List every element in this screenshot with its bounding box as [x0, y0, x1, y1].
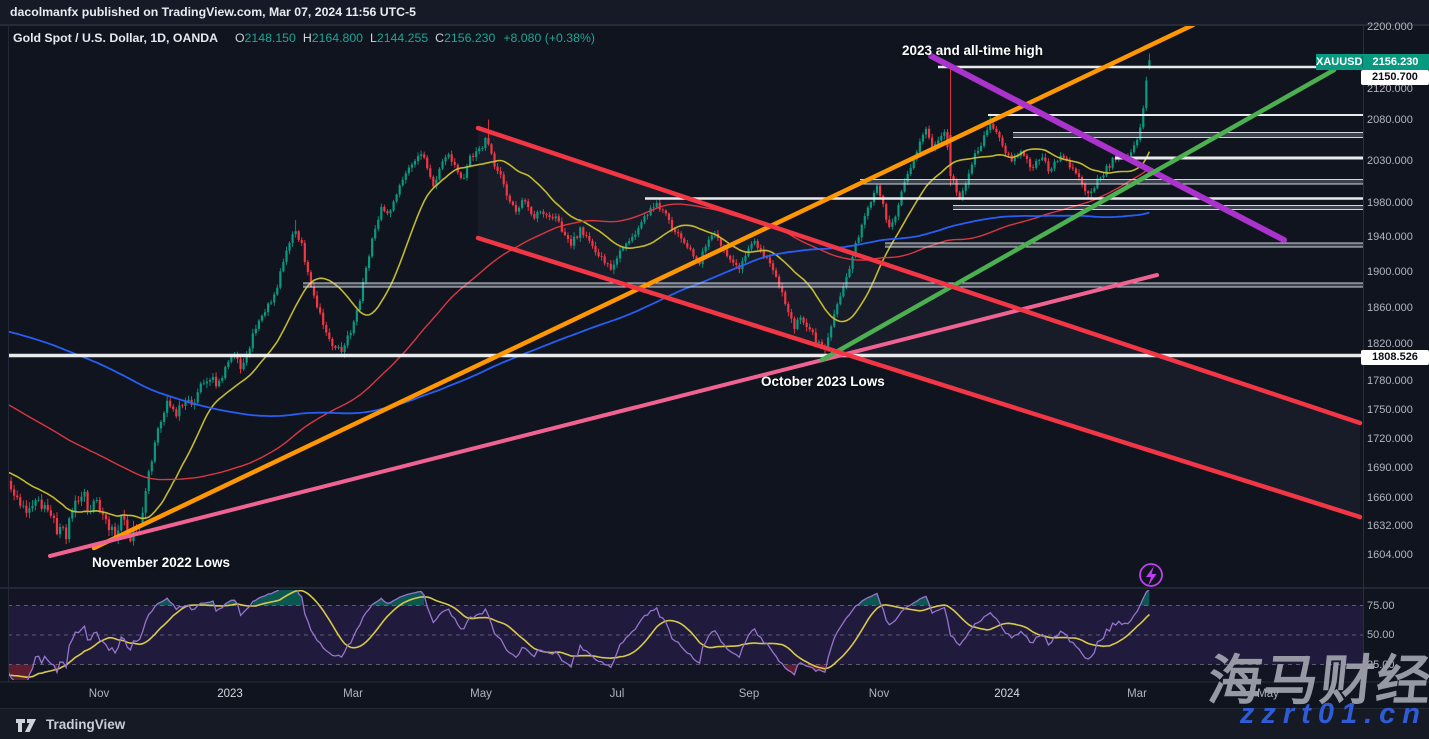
- price-zone: [303, 283, 1363, 287]
- price-tick-label: 1604.000: [1367, 549, 1413, 561]
- price-zone: [885, 243, 1363, 247]
- rsi-extreme-fill: [604, 664, 611, 668]
- ath-line-price-badge: 2150.700: [1361, 70, 1429, 85]
- price-tick-label: 1820.000: [1367, 338, 1413, 350]
- price-tick-label: 1900.000: [1367, 266, 1413, 278]
- rsi-extreme-fill: [858, 593, 881, 606]
- tradingview-logo-icon[interactable]: [16, 716, 38, 732]
- flash-marker-icon[interactable]: [1139, 563, 1163, 587]
- annotation-october-2023-lows[interactable]: October 2023 Lows: [761, 374, 885, 389]
- channel-lower-red: [475, 235, 1363, 520]
- publish-info-text: dacolmanfx published on TradingView.com,…: [10, 5, 416, 19]
- price-zone: [953, 205, 1363, 210]
- main-pane: [8, 25, 1363, 558]
- price-tick-label: 1780.000: [1367, 375, 1413, 387]
- ohlc-open-value: 2148.150: [244, 31, 296, 45]
- rsi-pane: [8, 590, 1363, 680]
- time-tick-label: Mar: [1127, 688, 1147, 700]
- price-tick-label: 1980.000: [1367, 197, 1413, 209]
- rsi-tick-label: 25.00: [1367, 659, 1395, 671]
- last-price-badge: XAUUSD 2156.230: [1316, 54, 1429, 70]
- time-tick-label: 2023: [217, 688, 243, 700]
- rsi-extreme-fill: [785, 664, 798, 675]
- price-zone: [1013, 132, 1363, 138]
- moving-averages-layer: [8, 148, 1151, 520]
- annotation-november-2022-lows[interactable]: November 2022 Lows: [92, 555, 231, 570]
- ohlc-open-label: O: [234, 31, 245, 45]
- support-resistance-layer[interactable]: [8, 65, 1363, 358]
- price-tick-label: 1660.000: [1367, 492, 1413, 504]
- price-tick-label: 1690.000: [1367, 462, 1413, 474]
- sma-200-line: [8, 211, 1150, 418]
- last-price-badge-symbol: XAUUSD: [1316, 56, 1363, 68]
- price-tick-label: 2200.000: [1367, 21, 1413, 33]
- ascending-support-orange: [91, 25, 1196, 551]
- rsi-extreme-fill: [1140, 590, 1150, 606]
- ohlc-low-label: L: [370, 31, 377, 45]
- price-tick-label: 2120.000: [1367, 83, 1413, 95]
- rsi-tick-label: 75.00: [1367, 600, 1395, 612]
- ohlc-high-value: 2164.800: [311, 31, 364, 45]
- time-tick-label: Mar: [343, 688, 363, 700]
- time-tick-label: 2024: [994, 688, 1020, 700]
- price-tick-label: 1940.000: [1367, 231, 1413, 243]
- price-tick-label: 1860.000: [1367, 302, 1413, 314]
- time-tick-label: May: [1257, 688, 1279, 700]
- rsi-extreme-fill: [910, 596, 930, 606]
- time-tick-label: Jul: [609, 688, 625, 700]
- price-zone: [860, 179, 1363, 184]
- october-lows-price-badge: 1808.526: [1361, 350, 1429, 365]
- rsi-line: [8, 590, 1150, 680]
- price-tick-label: 1720.000: [1367, 433, 1413, 445]
- price-tick-label: 1750.000: [1367, 404, 1413, 416]
- sma-21-line: [8, 148, 1151, 520]
- price-tick-label: 2030.000: [1367, 155, 1413, 167]
- ascending-support-pink: [48, 273, 1159, 558]
- sma-100-line: [8, 167, 1150, 481]
- ohlc-high-label: H: [302, 31, 312, 45]
- descending-resistance-purple: [928, 53, 1287, 243]
- time-tick-label: Sep: [738, 688, 760, 700]
- time-tick-label: May: [470, 688, 492, 700]
- ohlc-low-value: 2144.255: [376, 31, 429, 45]
- publish-info-bar: dacolmanfx published on TradingView.com,…: [0, 0, 1429, 25]
- ohlc-close-value: 2156.230: [444, 31, 496, 45]
- symbol-legend[interactable]: Gold Spot / U.S. Dollar, 1D, OANDA O2148.…: [13, 31, 595, 45]
- candles-layer: [8, 53, 1151, 546]
- price-tick-label: 1632.000: [1367, 520, 1413, 532]
- price-chart-canvas[interactable]: [0, 25, 1429, 708]
- trendlines-layer[interactable]: [48, 25, 1363, 558]
- footer-bar: TradingView: [0, 708, 1429, 739]
- rsi-extreme-fill: [157, 598, 174, 606]
- time-tick-label: Nov: [88, 688, 110, 700]
- time-tick-label: Nov: [868, 688, 890, 700]
- annotation-all-time-high[interactable]: 2023 and all-time high: [902, 43, 1044, 58]
- channel-upper-red: [475, 125, 1363, 426]
- last-price-badge-value: 2156.230: [1372, 56, 1419, 68]
- tradingview-brand-label[interactable]: TradingView: [46, 716, 126, 732]
- descending-channel-fill: [478, 128, 1360, 517]
- ascending-trendline-green: [819, 67, 1337, 363]
- change-value: +8.080 (+0.38%): [503, 31, 595, 45]
- rsi-tick-label: 50.00: [1367, 629, 1395, 641]
- ohlc-close-label: C: [435, 31, 445, 45]
- symbol-title[interactable]: Gold Spot / U.S. Dollar, 1D, OANDA: [13, 31, 218, 45]
- price-tick-label: 2080.000: [1367, 114, 1413, 126]
